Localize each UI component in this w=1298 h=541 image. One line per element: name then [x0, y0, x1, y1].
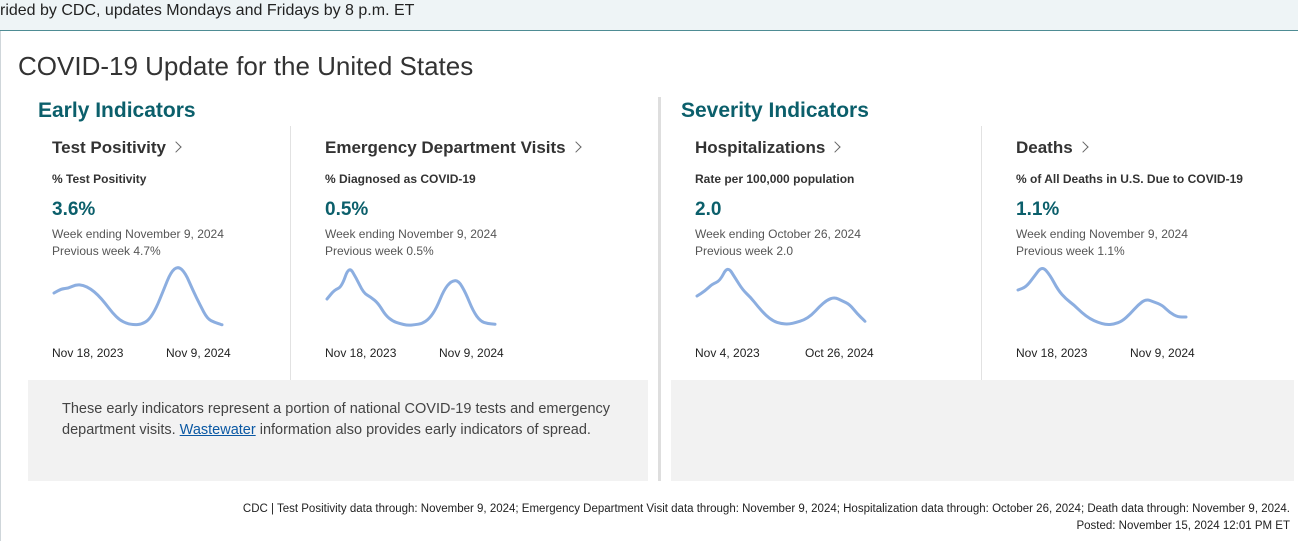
- card-subtitle: Rate per 100,000 population: [695, 172, 855, 186]
- card-title: Deaths: [1016, 138, 1073, 157]
- card-subtitle: % Diagnosed as COVID-19: [325, 172, 476, 186]
- trend-line: [695, 267, 867, 326]
- sparkline-start-date: Nov 18, 2023: [52, 346, 124, 360]
- severity-indicators-note: [671, 380, 1294, 481]
- note-text-after: information also provides early indicato…: [255, 422, 591, 438]
- card-week-ending: Week ending November 9, 2024: [1016, 227, 1188, 241]
- update-banner-text: rided by CDC, updates Mondays and Friday…: [0, 2, 415, 19]
- card-value: 1.1%: [1016, 199, 1060, 220]
- note-text: These early indicators represent a porti…: [62, 399, 632, 441]
- page-title: COVID-19 Update for the United States: [18, 51, 474, 81]
- trend-sparkline: [1016, 266, 1188, 327]
- hospitalizations-link[interactable]: Hospitalizations: [695, 138, 842, 158]
- footer-data-through: CDC | Test Positivity data through: Nove…: [242, 503, 1290, 515]
- card-divider: [290, 126, 291, 380]
- trend-line: [1016, 266, 1188, 327]
- card-value: 0.5%: [325, 199, 369, 220]
- card-title: Hospitalizations: [695, 138, 826, 157]
- test-positivity-link[interactable]: Test Positivity: [52, 138, 182, 158]
- emergency-department-visits-link[interactable]: Emergency Department Visits: [325, 138, 582, 158]
- chevron-right-icon: [569, 141, 582, 153]
- card-subtitle: % Test Positivity: [52, 172, 147, 186]
- deaths-link[interactable]: Deaths: [1016, 138, 1089, 158]
- card-value: 2.0: [695, 199, 722, 220]
- left-border: [0, 31, 1, 541]
- sparkline-end-date: Nov 9, 2024: [1130, 346, 1195, 360]
- trend-line: [52, 266, 224, 327]
- data-footer: CDC | Test Positivity data through: Nove…: [243, 501, 1290, 535]
- sparkline-start-date: Nov 4, 2023: [695, 346, 760, 360]
- card-value: 3.6%: [52, 199, 96, 220]
- chevron-right-icon: [170, 141, 182, 153]
- card-deaths: Deaths % of All Deaths in U.S. Due to CO…: [1016, 126, 1266, 366]
- early-indicators-note: These early indicators represent a porti…: [28, 380, 648, 481]
- note-text-before: These early indicators represent a porti…: [62, 401, 611, 438]
- card-hospitalizations: Hospitalizations Rate per 100,000 popula…: [695, 126, 945, 366]
- card-previous-week: Previous week 0.5%: [325, 244, 434, 258]
- card-previous-week: Previous week 2.0: [695, 244, 794, 258]
- trend-sparkline: [52, 266, 224, 327]
- card-test-positivity: Test Positivity % Test Positivity 3.6% W…: [52, 126, 302, 366]
- card-week-ending: Week ending October 26, 2024: [695, 227, 861, 241]
- card-week-ending: Week ending November 9, 2024: [52, 227, 224, 241]
- sparkline-end-date: Nov 9, 2024: [439, 346, 504, 360]
- wastewater-link[interactable]: Wastewater: [179, 422, 256, 438]
- chevron-right-icon: [1077, 141, 1089, 153]
- card-title: Test Positivity: [52, 138, 166, 157]
- early-indicators-heading: Early Indicators: [38, 99, 196, 122]
- update-banner: rided by CDC, updates Mondays and Friday…: [0, 0, 1298, 31]
- chevron-right-icon: [829, 141, 842, 153]
- card-week-ending: Week ending November 9, 2024: [325, 227, 497, 241]
- trend-sparkline: [695, 267, 867, 326]
- sparkline-start-date: Nov 18, 2023: [325, 346, 397, 360]
- section-divider: [658, 97, 661, 481]
- card-emergency-department-visits: Emergency Department Visits % Diagnosed …: [325, 126, 582, 366]
- card-divider: [981, 126, 982, 380]
- card-previous-week: Previous week 1.1%: [1016, 244, 1125, 258]
- footer-posted: Posted: November 15, 2024 12:01 PM ET: [1076, 520, 1290, 532]
- card-previous-week: Previous week 4.7%: [52, 244, 161, 258]
- card-subtitle: % of All Deaths in U.S. Due to COVID-19: [1016, 172, 1243, 186]
- sparkline-end-date: Nov 9, 2024: [166, 346, 231, 360]
- trend-sparkline: [325, 268, 497, 327]
- sparkline-end-date: Oct 26, 2024: [805, 346, 874, 360]
- sparkline-start-date: Nov 18, 2023: [1016, 346, 1088, 360]
- card-title: Emergency Department Visits: [325, 138, 566, 157]
- severity-indicators-heading: Severity Indicators: [681, 99, 869, 122]
- trend-line: [325, 268, 497, 327]
